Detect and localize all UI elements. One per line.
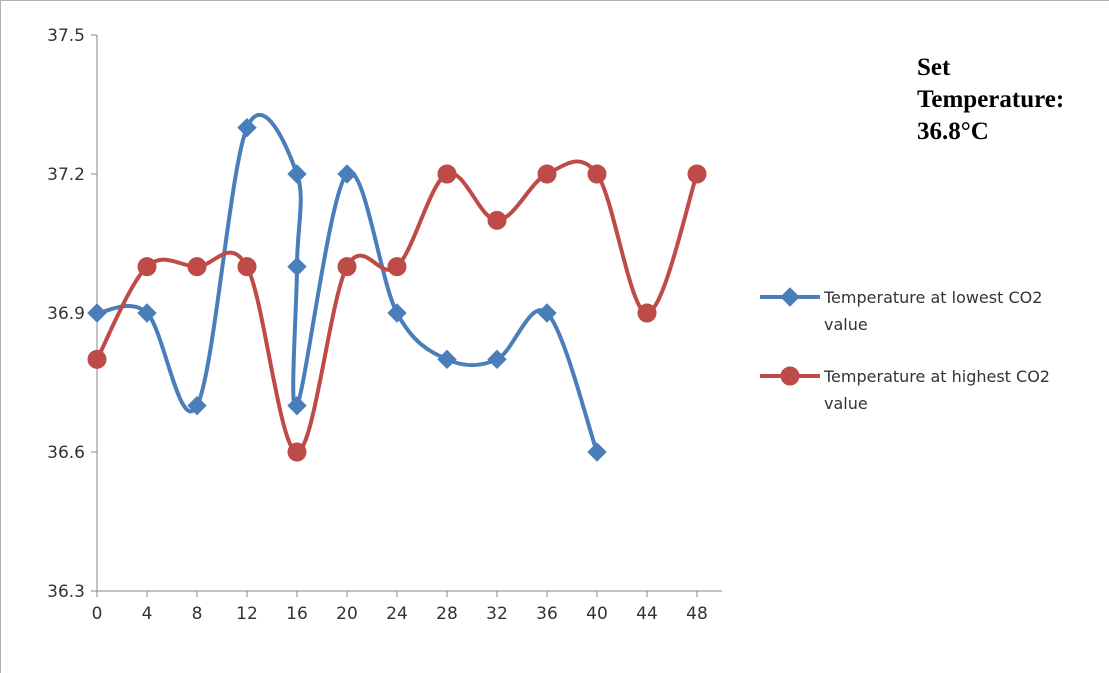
y-tick-label: 37.2 bbox=[47, 165, 85, 185]
legend-swatch-marker bbox=[780, 366, 800, 386]
data-point bbox=[187, 395, 207, 416]
data-point bbox=[487, 349, 507, 370]
legend-swatch-marker bbox=[780, 287, 800, 307]
set-temperature-annotation: Set Temperature: 36.8°C bbox=[917, 52, 1107, 148]
series-layer bbox=[87, 112, 707, 462]
data-point bbox=[187, 257, 207, 277]
data-point bbox=[287, 442, 307, 462]
x-tick-label: 0 bbox=[92, 604, 103, 624]
data-point bbox=[87, 349, 107, 369]
x-tick-label: 4 bbox=[142, 604, 153, 624]
legend-label: Temperature at lowest CO2 bbox=[823, 288, 1042, 307]
y-tick-label: 37.5 bbox=[47, 26, 85, 46]
legend-label: value bbox=[824, 315, 868, 334]
data-point bbox=[387, 303, 407, 323]
data-point bbox=[287, 395, 307, 416]
x-tick-label: 16 bbox=[286, 604, 308, 624]
data-point bbox=[237, 257, 257, 277]
annotation-line-1: Set bbox=[917, 54, 951, 81]
data-point bbox=[587, 442, 607, 462]
x-tick-label: 12 bbox=[236, 604, 258, 624]
data-point bbox=[237, 117, 257, 138]
data-point bbox=[537, 303, 557, 323]
y-tick-label: 36.6 bbox=[47, 443, 85, 463]
annotation-line-3: 36.8°C bbox=[917, 118, 989, 145]
x-tick-label: 8 bbox=[192, 604, 203, 624]
legend-label: value bbox=[824, 394, 868, 413]
data-point bbox=[87, 303, 107, 323]
y-tick-label: 36.3 bbox=[47, 582, 85, 602]
series-2 bbox=[87, 159, 707, 462]
data-point bbox=[337, 164, 357, 184]
legend: Temperature at lowest CO2valueTemperatur… bbox=[760, 287, 1050, 413]
y-axis-ticks: 36.3 36.6 36.9 37.2 37.5 bbox=[47, 26, 97, 602]
x-tick-label: 40 bbox=[586, 604, 608, 624]
x-tick-label: 32 bbox=[486, 604, 508, 624]
data-point bbox=[137, 257, 157, 277]
axes bbox=[96, 35, 722, 592]
data-point bbox=[637, 303, 657, 323]
x-tick-label: 28 bbox=[436, 604, 458, 624]
y-tick-label: 36.9 bbox=[47, 304, 85, 324]
data-point bbox=[537, 164, 557, 184]
series-1 bbox=[87, 112, 607, 462]
x-tick-label: 24 bbox=[386, 604, 408, 624]
data-point bbox=[287, 256, 307, 277]
legend-label: Temperature at highest CO2 bbox=[823, 367, 1050, 386]
data-point bbox=[487, 210, 507, 230]
x-tick-label: 44 bbox=[636, 604, 658, 624]
data-point bbox=[437, 349, 457, 370]
data-point bbox=[337, 257, 357, 277]
legend-entry-1: Temperature at lowest CO2 value bbox=[760, 287, 1042, 334]
x-axis-ticks: 0 4 8 12 16 20 24 28 32 36 40 44 48 bbox=[92, 591, 708, 624]
data-point bbox=[687, 164, 707, 184]
data-point bbox=[287, 164, 307, 184]
x-tick-label: 48 bbox=[686, 604, 708, 624]
data-point bbox=[587, 164, 607, 184]
x-tick-label: 36 bbox=[536, 604, 558, 624]
data-point bbox=[387, 257, 407, 277]
data-point bbox=[137, 303, 157, 323]
data-point bbox=[437, 164, 457, 184]
annotation-line-2: Temperature: bbox=[917, 86, 1065, 113]
legend-entry-2: Temperature at highest CO2 value bbox=[760, 366, 1050, 413]
x-tick-label: 20 bbox=[336, 604, 358, 624]
